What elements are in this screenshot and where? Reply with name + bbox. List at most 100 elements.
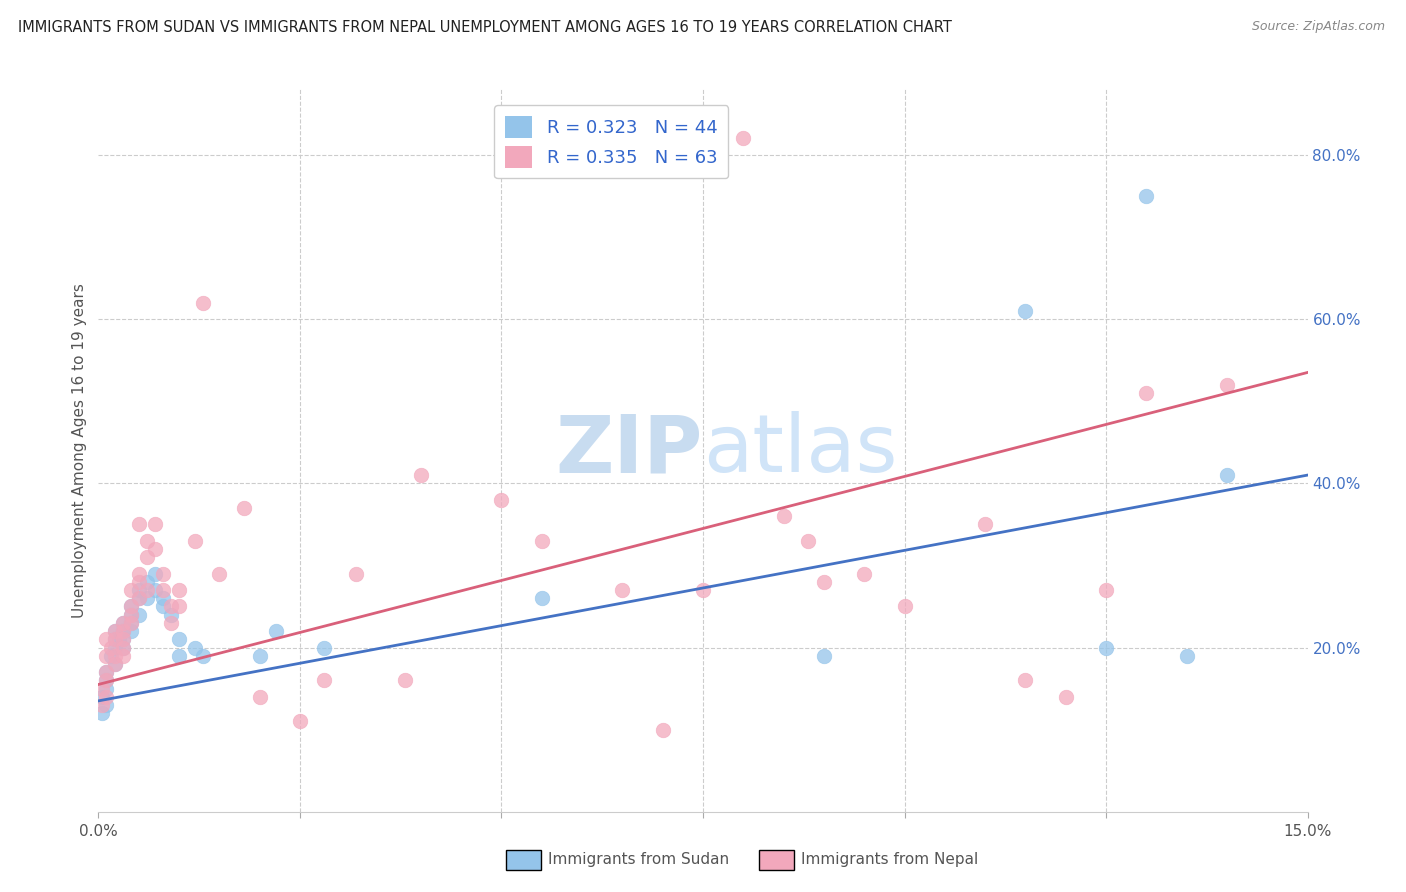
Point xyxy=(128,566,150,581)
Text: ZIP: ZIP xyxy=(555,411,703,490)
Text: Source: ZipAtlas.com: Source: ZipAtlas.com xyxy=(1251,20,1385,33)
Point xyxy=(249,690,271,704)
Text: Immigrants from Sudan: Immigrants from Sudan xyxy=(548,853,730,867)
Point xyxy=(103,640,125,655)
Point xyxy=(893,599,915,614)
Point xyxy=(314,640,336,655)
Point xyxy=(288,714,311,729)
Point xyxy=(111,632,134,647)
Point xyxy=(100,648,122,663)
Point xyxy=(103,657,125,671)
Point xyxy=(120,615,142,630)
Point xyxy=(120,599,142,614)
Point xyxy=(120,607,142,622)
Point xyxy=(120,615,142,630)
Point xyxy=(120,599,142,614)
Point xyxy=(530,591,553,606)
Point xyxy=(1095,640,1118,655)
Point xyxy=(152,566,174,581)
Point xyxy=(111,624,134,639)
Point xyxy=(193,295,215,310)
Point xyxy=(111,632,134,647)
Point xyxy=(103,632,125,647)
Point xyxy=(530,533,553,548)
Point xyxy=(96,690,118,704)
Point xyxy=(135,574,157,589)
Point xyxy=(160,615,183,630)
Point xyxy=(103,624,125,639)
Point xyxy=(193,648,215,663)
Point xyxy=(1014,673,1036,688)
Text: atlas: atlas xyxy=(703,411,897,490)
Point xyxy=(135,550,157,565)
Point xyxy=(111,640,134,655)
Point xyxy=(128,591,150,606)
Point xyxy=(96,673,118,688)
Point xyxy=(344,566,367,581)
Point xyxy=(733,131,755,145)
Point xyxy=(96,665,118,680)
Text: IMMIGRANTS FROM SUDAN VS IMMIGRANTS FROM NEPAL UNEMPLOYMENT AMONG AGES 16 TO 19 : IMMIGRANTS FROM SUDAN VS IMMIGRANTS FROM… xyxy=(18,20,952,35)
Point xyxy=(409,468,432,483)
Point xyxy=(249,648,271,663)
Point xyxy=(232,500,254,515)
Point xyxy=(96,698,118,712)
Point xyxy=(160,607,183,622)
Point xyxy=(103,657,125,671)
Point xyxy=(128,517,150,532)
Point xyxy=(103,624,125,639)
Point xyxy=(167,632,190,647)
Point xyxy=(96,681,118,696)
Point xyxy=(612,582,634,597)
Point xyxy=(120,624,142,639)
Point xyxy=(167,599,190,614)
Point xyxy=(111,615,134,630)
Point xyxy=(813,648,835,663)
Point xyxy=(120,582,142,597)
Point xyxy=(128,607,150,622)
Point xyxy=(797,533,820,548)
Point xyxy=(314,673,336,688)
Point xyxy=(208,566,231,581)
Point xyxy=(651,723,673,737)
Point xyxy=(128,574,150,589)
Point xyxy=(491,492,513,507)
Point xyxy=(264,624,287,639)
Point xyxy=(128,591,150,606)
Y-axis label: Unemployment Among Ages 16 to 19 years: Unemployment Among Ages 16 to 19 years xyxy=(72,283,87,618)
Point xyxy=(394,673,416,688)
Point xyxy=(143,541,166,556)
Point xyxy=(1216,468,1239,483)
Point xyxy=(1054,690,1077,704)
Point xyxy=(96,665,118,680)
Point xyxy=(184,533,207,548)
Point xyxy=(111,624,134,639)
Point xyxy=(1216,377,1239,392)
Point xyxy=(111,615,134,630)
Point xyxy=(143,566,166,581)
Point xyxy=(152,582,174,597)
Point xyxy=(96,632,118,647)
Point xyxy=(974,517,997,532)
Point xyxy=(135,533,157,548)
Legend: R = 0.323   N = 44, R = 0.335   N = 63: R = 0.323 N = 44, R = 0.335 N = 63 xyxy=(495,105,728,178)
Point xyxy=(1014,304,1036,318)
Point xyxy=(160,599,183,614)
Point xyxy=(143,582,166,597)
Point xyxy=(853,566,876,581)
Point xyxy=(103,648,125,663)
Text: Immigrants from Nepal: Immigrants from Nepal xyxy=(801,853,979,867)
Point xyxy=(111,640,134,655)
Point xyxy=(100,640,122,655)
Point xyxy=(111,648,134,663)
Point xyxy=(1175,648,1198,663)
Point xyxy=(1135,386,1157,401)
Point xyxy=(120,607,142,622)
Point xyxy=(143,517,166,532)
Point xyxy=(91,698,114,712)
Point xyxy=(167,582,190,597)
Point xyxy=(167,648,190,663)
Point xyxy=(107,632,129,647)
Point xyxy=(1135,189,1157,203)
Point xyxy=(91,681,114,696)
